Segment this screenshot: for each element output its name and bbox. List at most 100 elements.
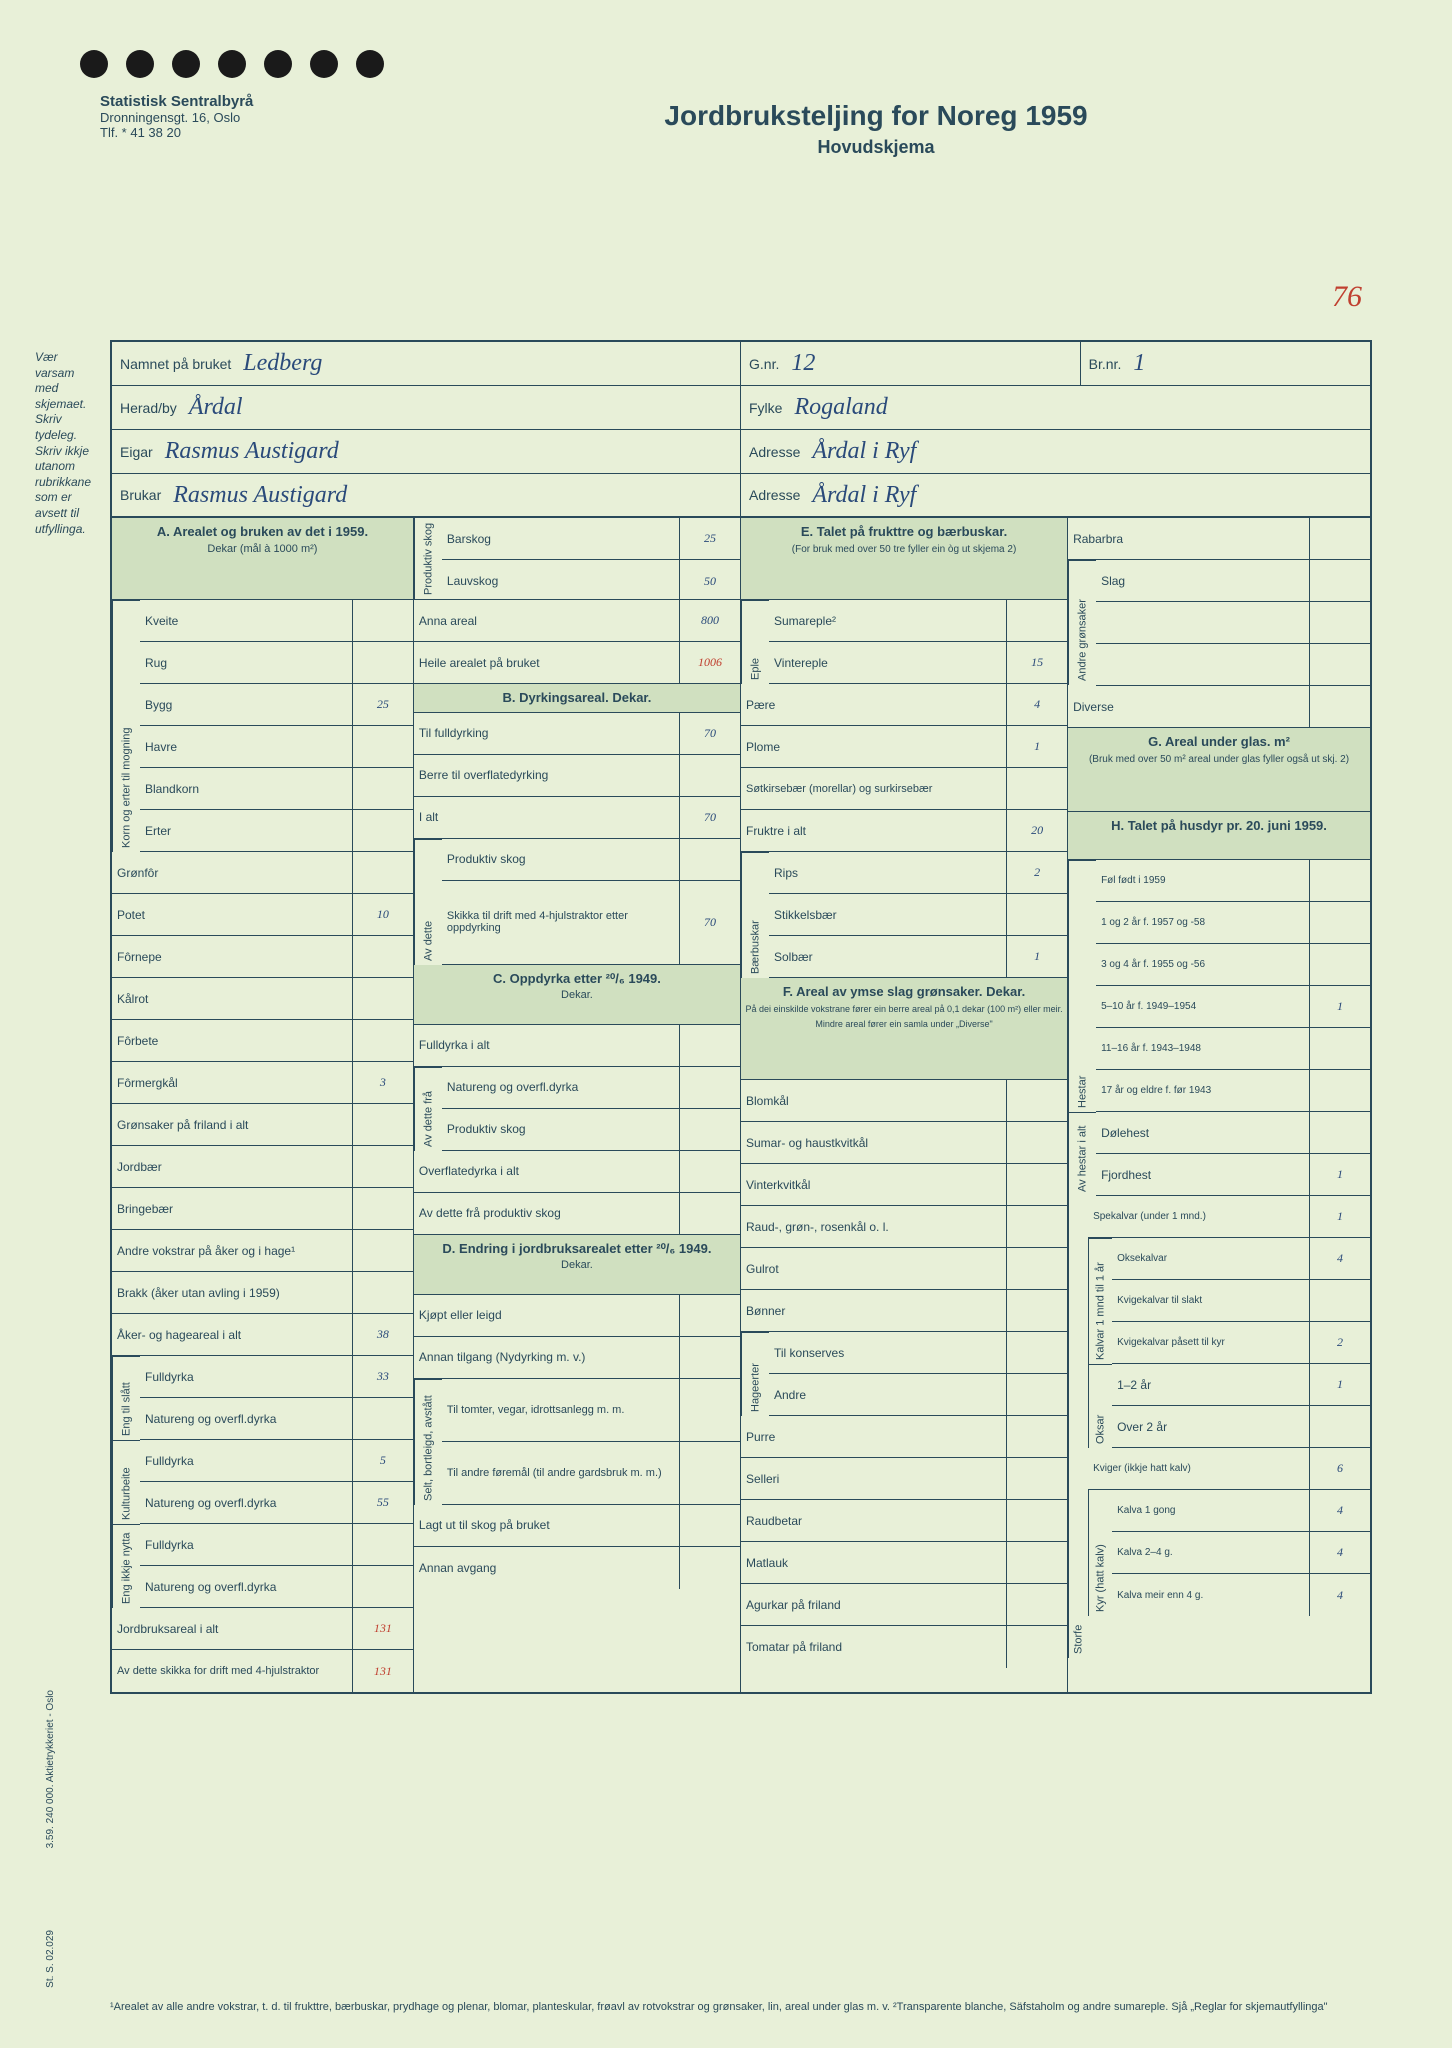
field-havre[interactable] bbox=[353, 726, 413, 767]
field-sumar[interactable] bbox=[1007, 600, 1067, 641]
field-barskog[interactable]: 25 bbox=[680, 518, 740, 559]
field-fol[interactable] bbox=[1310, 860, 1370, 901]
field-vinter[interactable]: 15 bbox=[1007, 642, 1067, 683]
field-blomkal[interactable] bbox=[1007, 1080, 1067, 1121]
field-eng-full[interactable]: 33 bbox=[353, 1356, 413, 1397]
field-andre[interactable] bbox=[353, 1230, 413, 1271]
field-d-kjopt[interactable] bbox=[680, 1295, 740, 1336]
field-engikke-nat[interactable] bbox=[353, 1566, 413, 1607]
field-d-annan[interactable] bbox=[680, 1337, 740, 1378]
field-spekalvar[interactable]: 1 bbox=[1310, 1196, 1370, 1237]
field-fruktre[interactable]: 20 bbox=[1007, 810, 1067, 851]
field-matlauk[interactable] bbox=[1007, 1542, 1067, 1583]
field-d-lagt[interactable] bbox=[680, 1505, 740, 1546]
field-kviger[interactable]: 6 bbox=[1310, 1448, 1370, 1489]
field-rips[interactable]: 2 bbox=[1007, 852, 1067, 893]
field-kvige-slakt[interactable] bbox=[1310, 1280, 1370, 1321]
field-erter[interactable] bbox=[353, 810, 413, 851]
field-andre-erter[interactable] bbox=[1007, 1374, 1067, 1415]
field-ok-over2[interactable] bbox=[1310, 1406, 1370, 1447]
field-h5-10[interactable]: 1 bbox=[1310, 986, 1370, 1027]
field-bygg[interactable]: 25 bbox=[353, 684, 413, 725]
field-paere[interactable]: 4 bbox=[1007, 684, 1067, 725]
field-formergkal[interactable]: 3 bbox=[353, 1062, 413, 1103]
field-ialt[interactable]: 70 bbox=[680, 797, 740, 838]
field-lauvskog[interactable]: 50 bbox=[680, 560, 740, 602]
field-purre[interactable] bbox=[1007, 1416, 1067, 1457]
field-herad[interactable]: Årdal bbox=[189, 394, 732, 421]
field-slag3[interactable] bbox=[1310, 644, 1370, 685]
field-fulldyrk[interactable]: 70 bbox=[680, 713, 740, 754]
field-vinterkal[interactable] bbox=[1007, 1164, 1067, 1205]
field-c-natureng[interactable] bbox=[680, 1067, 740, 1108]
field-kvige-pasett[interactable]: 2 bbox=[1310, 1322, 1370, 1363]
field-namnet[interactable]: Ledberg bbox=[243, 350, 732, 377]
field-raudkal[interactable] bbox=[1007, 1206, 1067, 1247]
field-gulrot[interactable] bbox=[1007, 1248, 1067, 1289]
field-eng-nat[interactable] bbox=[353, 1398, 413, 1439]
field-jordbaer[interactable] bbox=[353, 1146, 413, 1187]
field-h3-4[interactable] bbox=[1310, 944, 1370, 985]
field-forbete[interactable] bbox=[353, 1020, 413, 1061]
field-bonner[interactable] bbox=[1007, 1290, 1067, 1331]
field-konserves[interactable] bbox=[1007, 1332, 1067, 1373]
field-berre[interactable] bbox=[680, 755, 740, 796]
field-anna[interactable]: 800 bbox=[680, 600, 740, 641]
field-kalva-meir[interactable]: 4 bbox=[1310, 1574, 1370, 1616]
field-fornepe[interactable] bbox=[353, 936, 413, 977]
field-adresse2[interactable]: Årdal i Ryf bbox=[812, 482, 1362, 509]
field-jordbruks[interactable]: 131 bbox=[353, 1608, 413, 1649]
field-c-fulldyrka[interactable] bbox=[680, 1025, 740, 1066]
field-fylke[interactable]: Rogaland bbox=[794, 394, 1362, 421]
field-kalva1[interactable]: 4 bbox=[1310, 1490, 1370, 1531]
field-slag1[interactable] bbox=[1310, 560, 1370, 601]
field-c-avdette[interactable] bbox=[680, 1193, 740, 1234]
field-potet[interactable]: 10 bbox=[353, 894, 413, 935]
field-kveite[interactable] bbox=[353, 600, 413, 641]
field-kalrot[interactable] bbox=[353, 978, 413, 1019]
field-kul-full[interactable]: 5 bbox=[353, 1440, 413, 1481]
field-slag-name[interactable] bbox=[1096, 602, 1310, 643]
field-rabarbra[interactable] bbox=[1310, 518, 1370, 559]
field-eigar[interactable]: Rasmus Austigard bbox=[165, 438, 732, 465]
field-brakk[interactable] bbox=[353, 1272, 413, 1313]
field-brnr[interactable]: 1 bbox=[1133, 350, 1362, 377]
field-selleri[interactable] bbox=[1007, 1458, 1067, 1499]
field-engikke-full[interactable] bbox=[353, 1524, 413, 1565]
field-gronfor[interactable] bbox=[353, 852, 413, 893]
field-diverse[interactable] bbox=[1310, 686, 1370, 727]
field-tomatar[interactable] bbox=[1007, 1626, 1067, 1668]
field-agurkar[interactable] bbox=[1007, 1584, 1067, 1625]
field-kalva2-4[interactable]: 4 bbox=[1310, 1532, 1370, 1573]
field-blandkorn[interactable] bbox=[353, 768, 413, 809]
field-okse[interactable]: 4 bbox=[1310, 1238, 1370, 1279]
field-bringebaer[interactable] bbox=[353, 1188, 413, 1229]
field-aker[interactable]: 38 bbox=[353, 1314, 413, 1355]
field-rug[interactable] bbox=[353, 642, 413, 683]
field-d-andre[interactable] bbox=[680, 1442, 740, 1504]
field-slag2[interactable] bbox=[1310, 602, 1370, 643]
field-c-overflate[interactable] bbox=[680, 1151, 740, 1192]
field-slag-name2[interactable] bbox=[1096, 644, 1310, 685]
field-plome[interactable]: 1 bbox=[1007, 726, 1067, 767]
field-h11-16[interactable] bbox=[1310, 1028, 1370, 1069]
field-h17[interactable] bbox=[1310, 1070, 1370, 1111]
field-heile[interactable]: 1006 bbox=[680, 642, 740, 683]
field-dole[interactable] bbox=[1310, 1112, 1370, 1153]
field-sumarkal[interactable] bbox=[1007, 1122, 1067, 1163]
field-gronsaker[interactable] bbox=[353, 1104, 413, 1145]
field-d-avgang[interactable] bbox=[680, 1547, 740, 1589]
field-fjord[interactable]: 1 bbox=[1310, 1154, 1370, 1195]
field-solbaer[interactable]: 1 bbox=[1007, 936, 1067, 977]
field-c-prodskog[interactable] bbox=[680, 1109, 740, 1150]
field-skikka[interactable]: 131 bbox=[353, 1650, 413, 1692]
field-brukar[interactable]: Rasmus Austigard bbox=[173, 482, 732, 509]
field-adresse1[interactable]: Årdal i Ryf bbox=[812, 438, 1362, 465]
field-d-tomter[interactable] bbox=[680, 1379, 740, 1441]
field-raudbetar[interactable] bbox=[1007, 1500, 1067, 1541]
field-kul-nat[interactable]: 55 bbox=[353, 1482, 413, 1523]
field-b-prodskog[interactable] bbox=[680, 839, 740, 880]
field-h1-2[interactable] bbox=[1310, 902, 1370, 943]
field-sotkirse[interactable] bbox=[1007, 768, 1067, 809]
field-b-skikka[interactable]: 70 bbox=[680, 881, 740, 964]
